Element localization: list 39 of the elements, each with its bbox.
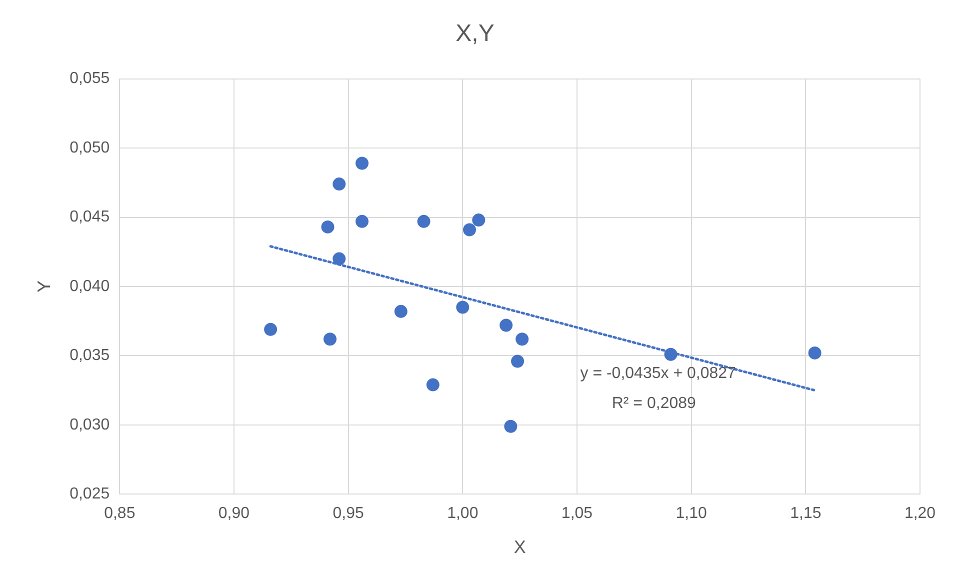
y-tick-label: 0,035 (70, 347, 110, 364)
y-tick-label: 0,050 (70, 139, 110, 156)
point (516, 332, 529, 346)
point (808, 346, 822, 360)
point (394, 304, 408, 318)
y-axis-title: Y (34, 280, 54, 293)
y-tick-label: 0,055 (70, 70, 110, 88)
point (356, 156, 369, 170)
point (332, 178, 346, 191)
chart-title: X,Y (456, 20, 494, 48)
point (511, 354, 524, 368)
point (472, 214, 486, 227)
x-tick-label: 0,95 (332, 505, 364, 522)
x-tick-label: 1,10 (676, 505, 707, 522)
point (504, 420, 518, 433)
x-tick-label: 1,05 (561, 505, 593, 522)
x-tick-label: 1,15 (790, 505, 822, 522)
y-tick-label: 0,030 (70, 416, 110, 434)
annotation: R² = 0,2089 (612, 395, 696, 412)
point (664, 348, 678, 361)
point (356, 214, 369, 228)
point (426, 378, 440, 392)
point (417, 214, 430, 228)
point (456, 300, 470, 314)
annotation: y = -0,0435x + 0,0827 (580, 365, 736, 382)
point (332, 252, 346, 266)
x-tick-label: 0,90 (218, 505, 250, 522)
point (264, 322, 278, 336)
point (321, 220, 334, 234)
x-axis-title: X (514, 537, 526, 558)
x-tick-label: 0,85 (104, 505, 136, 522)
point (463, 223, 476, 236)
x-tick-label: 1,20 (904, 505, 936, 522)
y-tick-label: 0,040 (70, 278, 110, 295)
point (500, 318, 513, 332)
y-tick-label: 0,025 (70, 486, 110, 503)
x-tick-label: 1,00 (447, 505, 478, 522)
y-tick-label: 0,045 (70, 208, 110, 226)
point (324, 332, 337, 346)
